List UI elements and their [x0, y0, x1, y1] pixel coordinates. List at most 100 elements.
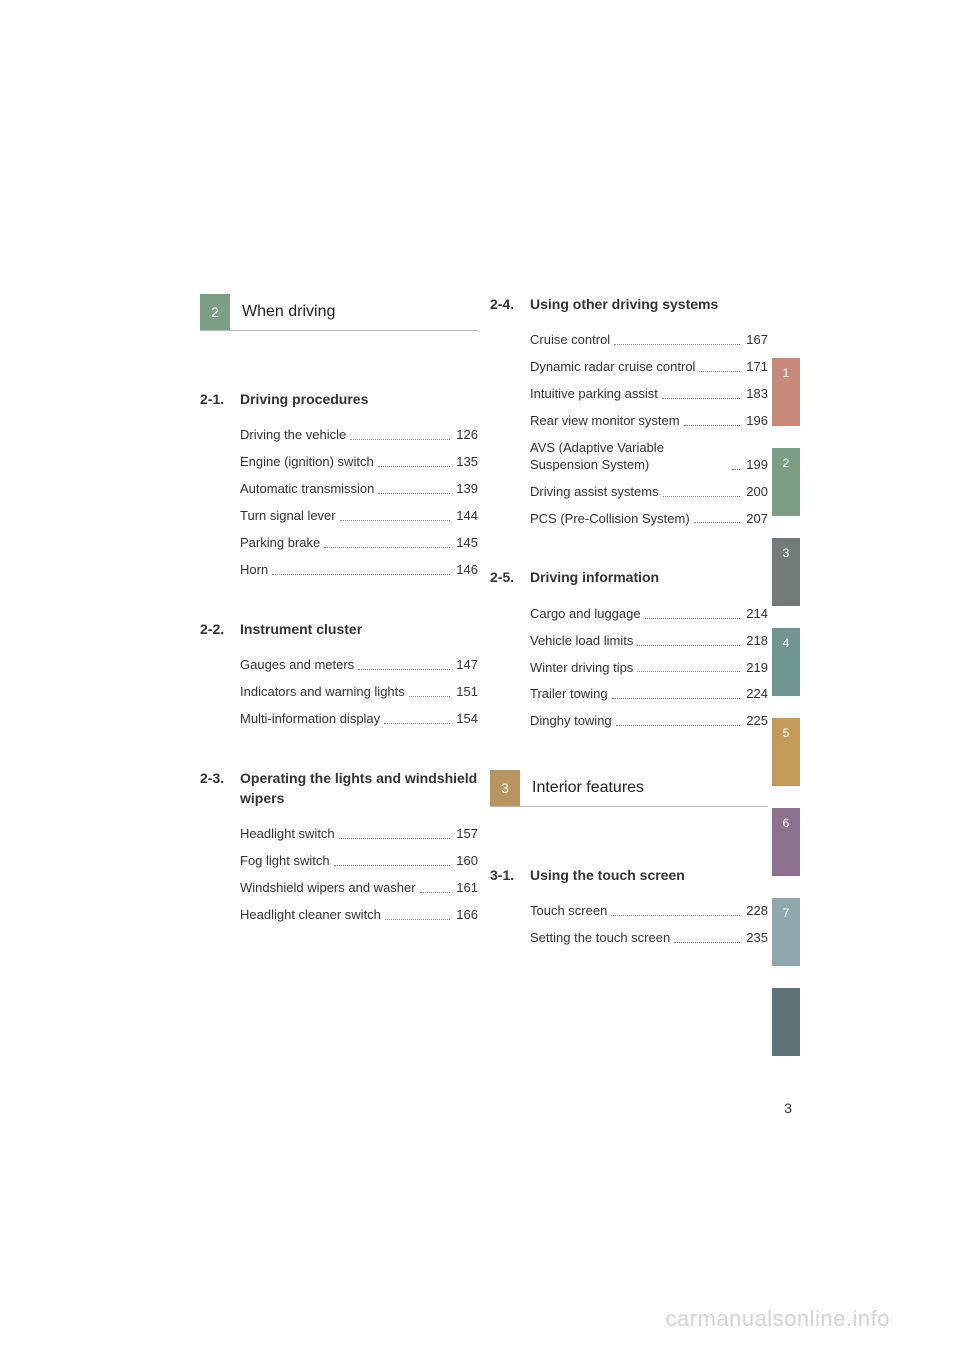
- toc-entry[interactable]: Vehicle load limits218: [530, 633, 768, 650]
- toc-page-number: 135: [452, 454, 478, 471]
- section-title: Operating the lights and windshield wipe…: [240, 768, 478, 809]
- toc-page-number: 166: [452, 907, 478, 924]
- page-number: 3: [784, 1100, 792, 1116]
- toc-leader: [350, 439, 450, 440]
- toc-page-number: 219: [742, 660, 768, 677]
- section-number: 3-1.: [490, 865, 530, 885]
- toc-leader: [385, 919, 450, 920]
- toc-page-number: 139: [452, 481, 478, 498]
- toc-entry[interactable]: Turn signal lever 144: [240, 508, 478, 525]
- chapter-title: When driving: [230, 294, 478, 330]
- toc-page-number: 183: [742, 386, 768, 403]
- toc-entry[interactable]: Rear view monitor system196: [530, 413, 768, 430]
- toc-page-number: 154: [452, 711, 478, 728]
- toc-page-number: 160: [452, 853, 478, 870]
- toc-entry[interactable]: Indicators and warning lights151: [240, 684, 478, 701]
- toc-entry[interactable]: Cruise control167: [530, 332, 768, 349]
- toc-entry[interactable]: Horn 146: [240, 562, 478, 579]
- toc-entry[interactable]: Gauges and meters147: [240, 657, 478, 674]
- section-tab[interactable]: [772, 988, 800, 1056]
- toc-leader: [409, 696, 451, 697]
- toc-label: Horn: [240, 562, 270, 579]
- section-heading: 2-1.Driving procedures: [200, 389, 478, 409]
- toc-entry[interactable]: Parking brake145: [240, 535, 478, 552]
- section-tab[interactable]: 6: [772, 808, 800, 876]
- toc-section: 2-4.Using other driving systemsCruise co…: [490, 294, 768, 527]
- toc-label: Cruise control: [530, 332, 612, 349]
- content-columns: 2 When driving 2-1.Driving procedures Dri…: [0, 0, 960, 987]
- section-tab[interactable]: 3: [772, 538, 800, 606]
- section-tab[interactable]: 2: [772, 448, 800, 516]
- toc-entry[interactable]: Headlight cleaner switch 166: [240, 907, 478, 924]
- toc-leader: [694, 522, 741, 523]
- toc-label: Turn signal lever: [240, 508, 338, 525]
- toc-entry[interactable]: Multi-information display154: [240, 711, 478, 728]
- toc-label: Rear view monitor system: [530, 413, 682, 430]
- section-tab[interactable]: 7: [772, 898, 800, 966]
- toc-entry[interactable]: Trailer towing224: [530, 686, 768, 703]
- toc-label: AVS (Adaptive Variable Suspension System…: [530, 440, 730, 474]
- toc-label: Headlight cleaner switch: [240, 907, 383, 924]
- toc-page-number: 224: [742, 686, 768, 703]
- toc-entry[interactable]: Cargo and luggage214: [530, 606, 768, 623]
- chapter-title: Interior features: [520, 770, 768, 806]
- toc-page-number: 161: [452, 880, 478, 897]
- toc-label: Vehicle load limits: [530, 633, 635, 650]
- toc-page-number: 228: [742, 903, 768, 920]
- left-column: 2 When driving 2-1.Driving proceduresDri…: [200, 294, 478, 987]
- toc-leader: [699, 371, 740, 372]
- toc-section: 2-3.Operating the lights and windshield …: [200, 768, 478, 924]
- toc-page-number: 144: [452, 508, 478, 525]
- toc-page-number: 147: [452, 657, 478, 674]
- toc-entry[interactable]: Dinghy towing225: [530, 713, 768, 730]
- toc-page-number: 235: [742, 930, 768, 947]
- section-tab[interactable]: 1: [772, 358, 800, 426]
- toc-entry[interactable]: Touch screen228: [530, 903, 768, 920]
- toc-leader: [663, 496, 741, 497]
- toc-entry[interactable]: Headlight switch157: [240, 826, 478, 843]
- toc-entry[interactable]: Windshield wipers and washer 161: [240, 880, 478, 897]
- toc-entry[interactable]: Driving the vehicle126: [240, 427, 478, 444]
- toc-entry[interactable]: Setting the touch screen235: [530, 930, 768, 947]
- section-title: Using the touch screen: [530, 865, 768, 885]
- section-number: 2-2.: [200, 619, 240, 639]
- toc-leader: [324, 547, 450, 548]
- toc-leader: [614, 344, 740, 345]
- section-heading: 3-1.Using the touch screen: [490, 865, 768, 885]
- toc-entry[interactable]: AVS (Adaptive Variable Suspension System…: [530, 440, 768, 474]
- toc-entry[interactable]: Fog light switch 160: [240, 853, 478, 870]
- toc-entry[interactable]: Winter driving tips219: [530, 660, 768, 677]
- toc-leader: [684, 425, 741, 426]
- toc-page-number: 126: [452, 427, 478, 444]
- section-title: Using other driving systems: [530, 294, 768, 314]
- toc-leader: [384, 723, 450, 724]
- toc-entry[interactable]: Engine (ignition) switch 135: [240, 454, 478, 471]
- toc-entry[interactable]: Dynamic radar cruise control171: [530, 359, 768, 376]
- toc-section: 2-5.Driving information Cargo and luggage…: [490, 567, 768, 730]
- chapter-number: 3: [490, 770, 520, 806]
- toc-entry[interactable]: Automatic transmission139: [240, 481, 478, 498]
- toc-entry[interactable]: PCS (Pre-Collision System)207: [530, 511, 768, 528]
- toc-leader: [334, 865, 451, 866]
- section-heading: 2-5.Driving information: [490, 567, 768, 587]
- toc-label: Windshield wipers and washer: [240, 880, 418, 897]
- toc-page-number: 146: [452, 562, 478, 579]
- toc-label: Fog light switch: [240, 853, 332, 870]
- toc-leader: [611, 915, 740, 916]
- toc-label: Engine (ignition) switch: [240, 454, 376, 471]
- toc-leader: [616, 725, 741, 726]
- toc-label: Driving assist systems: [530, 484, 661, 501]
- toc-leader: [637, 645, 740, 646]
- section-number: 2-5.: [490, 567, 530, 587]
- section-tab[interactable]: 5: [772, 718, 800, 786]
- left-sections: 2-1.Driving procedures Driving the vehicl…: [200, 389, 478, 924]
- toc-section: 3-1.Using the touch screen Touch screen22…: [490, 865, 768, 947]
- toc-entry[interactable]: Intuitive parking assist183: [530, 386, 768, 403]
- section-tab[interactable]: 4: [772, 628, 800, 696]
- toc-label: Cargo and luggage: [530, 606, 643, 623]
- toc-entry[interactable]: Driving assist systems200: [530, 484, 768, 501]
- toc-leader: [378, 466, 451, 467]
- toc-section: 2-1.Driving procedures Driving the vehicl…: [200, 389, 478, 579]
- right-sections-top: 2-4.Using other driving systemsCruise co…: [490, 294, 768, 730]
- toc-leader: [420, 892, 451, 893]
